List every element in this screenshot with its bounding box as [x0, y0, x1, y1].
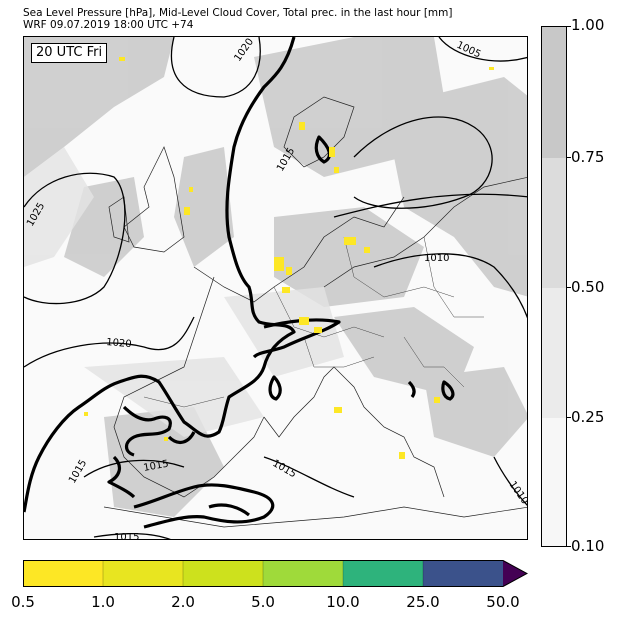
- run-info: WRF 09.07.2019 18:00 UTC +74: [23, 19, 194, 31]
- precip-segment-20-50: [183, 560, 263, 587]
- precip-segment-50-100: [263, 560, 343, 587]
- isobar-label: 1015: [271, 458, 299, 480]
- weather-map: 1020 1005 1015 1025 1010 1020 1015 1015 …: [23, 36, 528, 540]
- precip-tick-label: 10.0: [326, 593, 360, 611]
- map-svg: 1020 1005 1015 1025 1010 1020 1015 1015 …: [24, 37, 528, 540]
- precip-extension-arrow: [503, 560, 527, 587]
- country-borders: [143, 236, 484, 408]
- precip-tick-label: 2.0: [171, 593, 195, 611]
- isobars: [24, 37, 527, 539]
- isobar-label: 1015: [143, 459, 170, 474]
- isobar-label: 1005: [455, 40, 483, 61]
- precip-tick-label: 25.0: [406, 593, 440, 611]
- isobar-label: 1015: [114, 532, 139, 540]
- cloud-segment-075-100: [542, 27, 566, 158]
- precip-tick-label: 50.0: [486, 593, 520, 611]
- precip-segment-100-250: [343, 560, 423, 587]
- isobar-label: 1020: [232, 37, 256, 64]
- precipitation-layer: [84, 57, 494, 459]
- isobar-label: 1015: [67, 458, 89, 486]
- isobar-label: 1010: [424, 253, 449, 264]
- cloud-tick-label: 0.75: [571, 148, 605, 166]
- isobar-label: 1015: [275, 146, 297, 174]
- cloud-segment-025-050: [542, 288, 566, 418]
- cloud-tick-label: 1.00: [571, 16, 605, 34]
- chart-title: Sea Level Pressure [hPa], Mid-Level Clou…: [23, 7, 453, 19]
- precipitation-colorbar: [23, 560, 528, 587]
- precip-segment-10-20: [103, 560, 183, 587]
- cloud-tick-label: 0.50: [571, 278, 605, 296]
- cloud-segment-050-075: [542, 158, 566, 288]
- precip-segment-250-500: [423, 560, 503, 587]
- isobar-label: 1010: [507, 479, 528, 506]
- cloud-tick-label: 0.25: [571, 408, 605, 426]
- precip-tick-label: 0.5: [11, 593, 35, 611]
- isobar-label: 1020: [106, 337, 132, 350]
- cloud-tick-label: 0.10: [571, 537, 605, 555]
- isobar-1015-thick: [24, 37, 455, 529]
- precip-tick-label: 5.0: [251, 593, 275, 611]
- precip-tick-label: 1.0: [91, 593, 115, 611]
- cloud-cover-colorbar: [541, 26, 567, 547]
- precip-segment-05-10: [23, 560, 103, 587]
- valid-time-label: 20 UTC Fri: [31, 43, 108, 63]
- cloud-cover-layer: [24, 37, 527, 517]
- cloud-segment-010-025: [542, 418, 566, 546]
